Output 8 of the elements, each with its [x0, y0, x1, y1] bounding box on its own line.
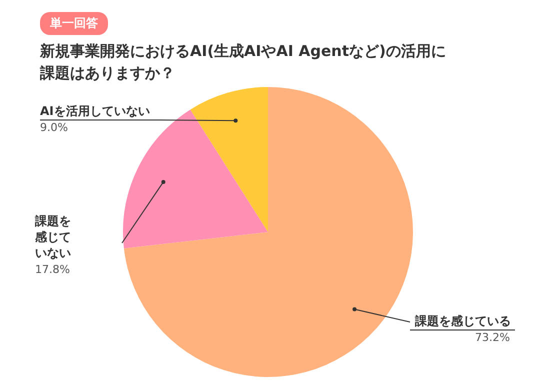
chart-title: 新規事業開発におけるAI(生成AIやAI Agentなど)の活用に課題はありますか？ — [40, 41, 447, 84]
data-label: 9.0% — [40, 120, 68, 134]
text: 単一回答 — [40, 12, 108, 35]
data-label: 73.2% — [475, 330, 510, 344]
slice-label: AIを活用していない — [40, 104, 150, 118]
slice-label: 課題を感じていない — [34, 214, 71, 260]
slice-label: 課題を感じている — [414, 314, 511, 328]
data-label: 17.8% — [35, 262, 70, 276]
